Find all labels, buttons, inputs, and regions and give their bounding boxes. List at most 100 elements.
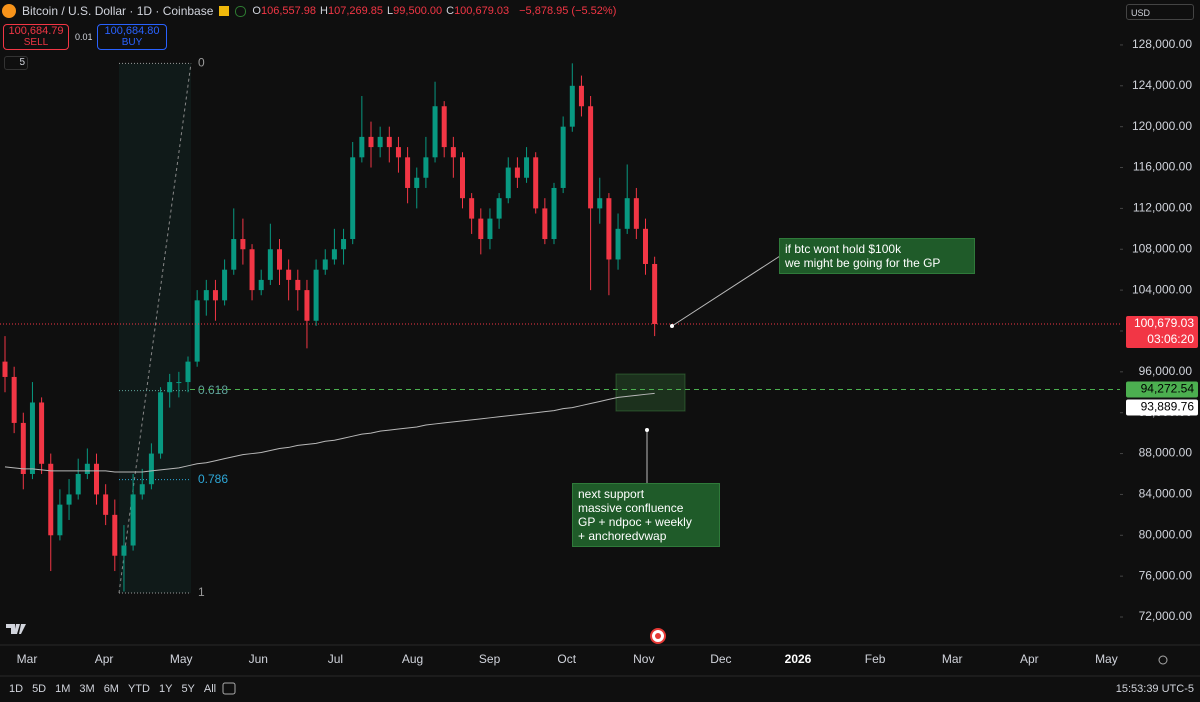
y-tick-label: 76,000.00 <box>1139 568 1193 582</box>
y-tick-label: 96,000.00 <box>1139 364 1193 378</box>
candle-body <box>249 249 255 291</box>
status-dot <box>235 5 247 17</box>
candle-body <box>84 463 90 474</box>
y-tick-label: 116,000.00 <box>1133 160 1192 174</box>
candle-body <box>542 208 548 240</box>
btc-icon <box>2 4 16 18</box>
candle-body <box>405 157 411 188</box>
candle-body <box>286 269 292 280</box>
candle-body <box>588 106 594 209</box>
candle-body <box>414 177 420 188</box>
fib-label: 0.618 <box>198 383 228 397</box>
candle-body <box>94 463 99 495</box>
support-zone <box>615 373 686 412</box>
candle-body <box>460 157 465 199</box>
price-label-bg <box>1126 316 1198 349</box>
buy-label: BUY <box>121 37 143 48</box>
annotation[interactable]: if btc wont hold $100k we might be going … <box>779 238 975 274</box>
range-button[interactable]: 1D <box>9 683 24 695</box>
candle-body <box>139 484 145 495</box>
price-label: 100,679.03 <box>1134 316 1194 330</box>
ohlc-value: 99,500.00 <box>393 5 443 17</box>
range-button[interactable]: 6M <box>103 683 119 695</box>
price-label-time: 03:06:20 <box>1147 332 1194 346</box>
candle-body <box>578 85 584 107</box>
candle-body <box>551 187 557 240</box>
buy-button[interactable]: 100,684.80 BUY <box>97 24 167 50</box>
candle-body <box>469 198 475 219</box>
price-label: 93,889.76 <box>1141 400 1195 414</box>
candle-body <box>20 422 26 474</box>
y-tick-label: 120,000.00 <box>1132 119 1192 133</box>
candle-body <box>112 514 118 556</box>
range-button[interactable]: 5Y <box>181 683 195 695</box>
buy-price: 100,684.80 <box>104 25 160 37</box>
indicator-toggle[interactable]: 5 <box>4 56 28 70</box>
x-tick-label: Mar <box>942 652 963 666</box>
candle-body <box>39 402 45 464</box>
range-button[interactable]: 3M <box>79 683 95 695</box>
ohlc-value: 107,269.85 <box>327 5 384 17</box>
candle-body <box>377 136 383 148</box>
y-tick-label: 88,000.00 <box>1139 446 1193 460</box>
sell-button[interactable]: 100,684.79 SELL <box>3 24 69 50</box>
clock: 15:53:39 UTC-5 <box>1115 683 1194 695</box>
x-tick-label: May <box>1095 652 1118 666</box>
event-icon[interactable] <box>650 628 666 644</box>
candle-body <box>103 494 109 515</box>
vwap-line <box>4 392 655 473</box>
x-tick-label: Sep <box>479 652 501 666</box>
candle-body <box>158 392 164 454</box>
range-button[interactable]: YTD <box>127 683 150 695</box>
symbol-title: Bitcoin / U.S. Dollar · 1D · Coinbase <box>22 4 214 18</box>
currency-select[interactable]: USD <box>1126 4 1194 20</box>
range-button[interactable]: 1M <box>55 683 71 695</box>
settings-icon[interactable] <box>1158 655 1168 665</box>
candle-body <box>643 228 648 264</box>
annotation[interactable]: next support massive confluence GP + ndpoc… <box>572 483 720 547</box>
candle-body <box>450 147 456 158</box>
fib-label: 1 <box>198 585 205 599</box>
candle-body <box>350 157 356 240</box>
candle-body <box>341 239 347 250</box>
sell-label: SELL <box>23 37 49 48</box>
date-range-icon[interactable] <box>222 682 236 695</box>
candle-body <box>231 239 237 270</box>
annotation-text: GP + ndpoc + weekly <box>578 515 692 529</box>
y-tick-label: 72,000.00 <box>1139 609 1193 623</box>
candle-body <box>66 494 72 505</box>
y-tick-label: 124,000.00 <box>1132 78 1192 92</box>
candle-body <box>441 106 447 148</box>
candle-body <box>57 504 63 536</box>
sell-price: 100,684.79 <box>8 25 64 37</box>
candle-body <box>524 157 530 178</box>
y-tick-label: 104,000.00 <box>1132 282 1192 296</box>
candle-body <box>395 147 401 158</box>
candle-body <box>633 198 639 229</box>
range-button[interactable]: 5D <box>32 683 47 695</box>
candle-body <box>423 157 429 178</box>
annotation-text: we might be going for the GP <box>785 256 941 270</box>
ohlc-label: O <box>252 5 261 17</box>
annotation-connector <box>671 255 781 327</box>
candle-body <box>2 361 8 377</box>
range-button[interactable]: All <box>203 683 217 695</box>
x-tick-label: Aug <box>402 652 423 666</box>
fib-label: 0.786 <box>198 472 228 486</box>
candle-body <box>487 218 493 240</box>
annotation-anchor <box>670 324 674 328</box>
candle-body <box>148 453 154 485</box>
candle-body <box>533 157 539 209</box>
candle-body <box>368 136 374 148</box>
candle-body <box>386 136 392 148</box>
ohlc-value: 100,679.03 <box>454 5 510 17</box>
range-button[interactable]: 1Y <box>158 683 173 695</box>
annotation-text: massive confluence <box>578 501 684 515</box>
candle-body <box>167 382 173 393</box>
candle-body <box>11 376 17 423</box>
candle-body <box>615 228 621 260</box>
candle-body <box>514 167 520 178</box>
candle-body <box>496 198 502 219</box>
candle-body <box>597 198 603 209</box>
